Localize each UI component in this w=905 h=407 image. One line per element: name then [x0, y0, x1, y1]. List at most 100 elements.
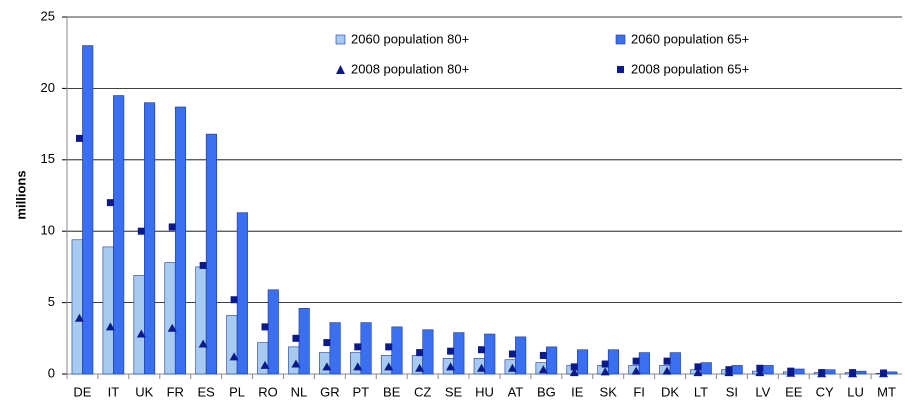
x-tick-label: FR [167, 384, 184, 399]
bar [886, 371, 898, 375]
bar [762, 365, 774, 375]
legend-swatch [336, 65, 345, 74]
bar [298, 308, 310, 375]
marker-square [880, 369, 888, 377]
bar [82, 45, 94, 375]
x-tick-label: DE [73, 384, 91, 399]
bar [113, 95, 125, 375]
bar [195, 266, 207, 375]
x-tick-label: LU [847, 384, 864, 399]
marker-square [663, 357, 671, 365]
legend-swatch [615, 34, 626, 45]
y-tick-label: 15 [41, 151, 55, 166]
y-tick-label: 20 [41, 80, 55, 95]
marker-square [323, 339, 331, 347]
marker-triangle [600, 367, 610, 376]
marker-square [756, 364, 764, 372]
bar [226, 315, 238, 375]
marker-square [75, 134, 83, 142]
bar [453, 332, 465, 375]
marker-square [230, 296, 238, 304]
bar [164, 262, 176, 375]
y-tick-label: 25 [41, 8, 55, 23]
marker-square [106, 199, 114, 207]
bar [133, 275, 145, 375]
legend-label: 2060 population 65+ [631, 31, 749, 46]
bar [638, 352, 650, 375]
marker-square [385, 343, 393, 351]
y-tick-label: 0 [48, 365, 55, 380]
y-axis-label: millions [13, 170, 28, 219]
x-tick-label: IE [571, 384, 584, 399]
x-tick-label: BG [537, 384, 556, 399]
marker-triangle [198, 339, 208, 348]
bar [102, 246, 114, 375]
marker-square [725, 366, 733, 374]
y-tick-label: 5 [48, 294, 55, 309]
x-tick-label: BE [383, 384, 401, 399]
bar [793, 368, 805, 375]
x-tick-label: DK [661, 384, 679, 399]
bar [731, 365, 743, 375]
marker-triangle [477, 363, 486, 372]
marker-triangle [569, 368, 579, 377]
marker-triangle [662, 366, 672, 375]
x-tick-label: PL [229, 384, 245, 399]
legend-label: 2060 population 80+ [351, 31, 469, 46]
marker-triangle [538, 365, 548, 374]
x-tick-label: PT [352, 384, 369, 399]
legend-label: 2008 population 80+ [351, 61, 469, 76]
bar [700, 362, 712, 375]
bar [144, 102, 156, 375]
x-tick-label: ES [197, 384, 215, 399]
marker-square [570, 363, 578, 371]
bar [257, 342, 269, 375]
marker-square [694, 363, 702, 371]
bar [288, 346, 300, 375]
marker-square [849, 369, 857, 377]
bar [824, 369, 836, 375]
marker-square [354, 343, 362, 351]
marker-triangle [229, 352, 239, 361]
bar [267, 289, 279, 375]
x-tick-label: LV [755, 384, 770, 399]
marker-square [137, 227, 145, 235]
marker-square [261, 323, 269, 331]
bar [669, 352, 681, 375]
marker-triangle [446, 362, 456, 371]
marker-triangle [136, 329, 146, 338]
x-tick-label: IT [108, 384, 120, 399]
marker-triangle [693, 368, 703, 377]
x-tick-label: NL [291, 384, 308, 399]
bar [422, 329, 434, 375]
marker-square [818, 369, 826, 377]
marker-triangle [415, 363, 425, 372]
marker-triangle [755, 368, 765, 377]
marker-triangle [167, 323, 177, 332]
marker-triangle [384, 362, 394, 371]
x-tick-label: FI [633, 384, 645, 399]
bar [546, 346, 558, 375]
x-tick-label: HU [475, 384, 494, 399]
marker-triangle [74, 313, 84, 322]
bar [205, 133, 217, 375]
x-tick-label: RO [258, 384, 278, 399]
bar [174, 106, 187, 375]
x-tick-label: SE [445, 384, 463, 399]
bar [855, 370, 867, 375]
x-tick-label: EE [785, 384, 803, 399]
marker-triangle [291, 359, 301, 368]
bar [71, 239, 83, 375]
legend-swatch [335, 34, 346, 45]
x-tick-label: UK [135, 384, 153, 399]
marker-triangle [353, 362, 363, 371]
bar [329, 322, 341, 375]
x-tick-label: SI [726, 384, 738, 399]
bar [391, 326, 403, 375]
bar [515, 336, 527, 375]
marker-square [447, 347, 455, 355]
marker-triangle [105, 322, 115, 331]
marker-triangle [260, 360, 270, 369]
bar [319, 352, 331, 375]
